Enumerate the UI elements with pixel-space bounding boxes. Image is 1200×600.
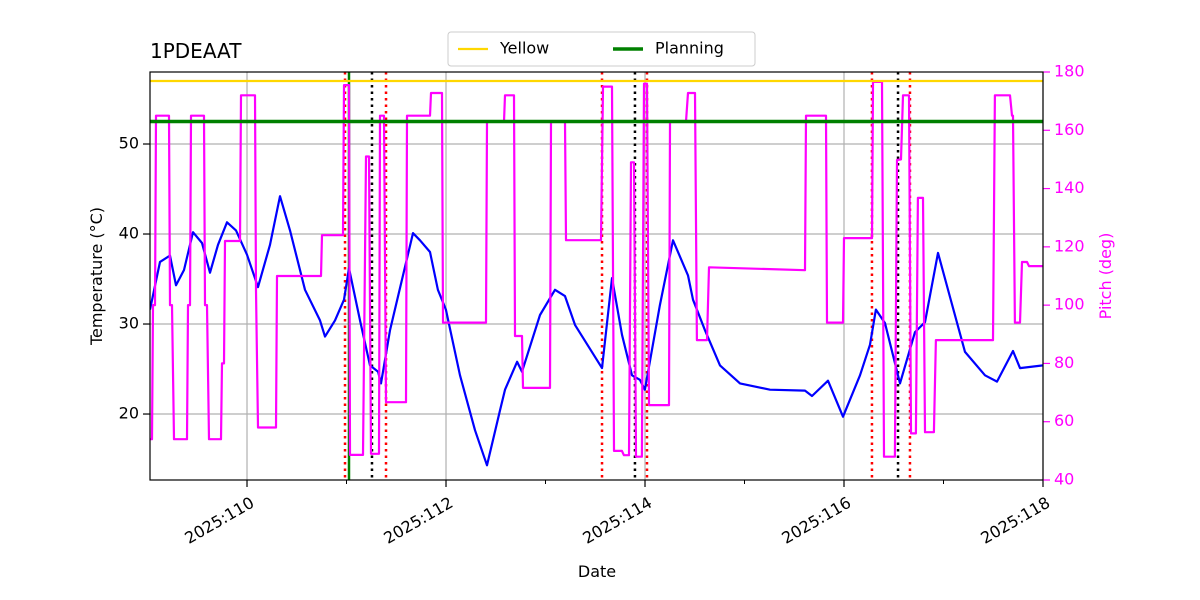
x-tick-label: 2025:114: [579, 493, 655, 548]
chart-title: 1PDEAAT: [150, 39, 242, 63]
y2-tick-label: 160: [1054, 120, 1085, 139]
x-axis-label: Date: [578, 562, 616, 581]
y2-tick-label: 80: [1054, 353, 1074, 372]
y2-tick-label: 120: [1054, 236, 1085, 255]
y-tick-label: 50: [119, 134, 139, 153]
x-tick-label: 2025:118: [977, 493, 1053, 548]
plot-frame: [149, 71, 1044, 481]
y-tick-label: 20: [119, 404, 139, 423]
y-tick-label: 30: [119, 314, 139, 333]
data-line: [150, 195, 1043, 467]
y2-tick-label: 140: [1054, 178, 1085, 197]
legend-box: [447, 31, 756, 67]
y-tick-label: 40: [119, 224, 139, 243]
legend-label: Planning: [655, 39, 724, 58]
legend-label: Yellow: [499, 39, 549, 58]
y2-tick-label: 180: [1054, 62, 1085, 81]
y-axis-label: Temperature (°C): [87, 207, 106, 346]
y2-tick-label: 60: [1054, 411, 1074, 430]
x-tick-label: 2025:116: [778, 493, 854, 548]
x-tick-label: 2025:110: [181, 493, 257, 548]
y2-tick-label: 40: [1054, 470, 1074, 489]
y2-axis-label: Pitch (deg): [1096, 233, 1115, 320]
y2-tick-label: 100: [1054, 295, 1085, 314]
x-tick-label: 2025:112: [380, 493, 456, 548]
data-line: [150, 80, 1043, 458]
